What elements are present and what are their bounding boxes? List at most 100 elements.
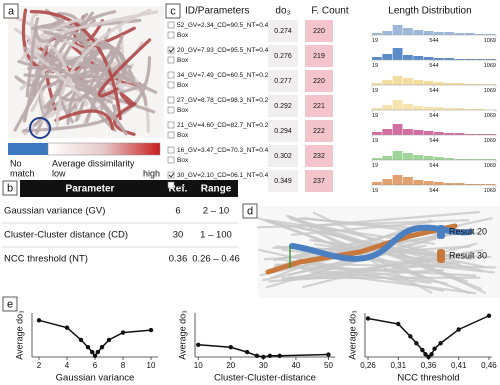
checkbox[interactable] <box>167 106 175 114</box>
results-header: Length Distribution <box>388 6 471 17</box>
histogram-bar <box>485 84 496 85</box>
histogram-tick-label: 544 <box>429 88 438 94</box>
table-header: Ref. <box>169 184 188 195</box>
histogram-bar <box>454 59 465 60</box>
checkbox[interactable] <box>167 171 175 179</box>
histogram-bar <box>444 32 455 35</box>
fiber <box>312 263 497 269</box>
point <box>228 345 234 350</box>
do3-value: 0.292 <box>274 103 292 110</box>
histogram-bar <box>413 180 424 185</box>
do3-value: 0.277 <box>274 78 292 85</box>
fiber <box>43 30 115 50</box>
checkbox[interactable] <box>167 71 175 79</box>
do3-cell <box>268 70 298 92</box>
histogram-bar <box>465 109 475 110</box>
count-cell <box>305 95 333 117</box>
y-axis-label: Average do₃ <box>347 310 357 360</box>
checkbox[interactable] <box>167 181 175 189</box>
fiber <box>119 92 135 106</box>
point <box>423 352 428 357</box>
table-cell: 30 <box>173 230 184 241</box>
histogram-tick-label: 19 <box>372 163 378 169</box>
histogram-bar <box>392 76 403 85</box>
panel-label: e <box>7 298 13 310</box>
histogram-bar <box>382 80 393 85</box>
legend-label: Result 20 <box>449 226 487 236</box>
x-tick-label: 50 <box>324 361 333 370</box>
checkbox[interactable] <box>167 156 175 164</box>
fiber <box>66 87 114 125</box>
point <box>106 337 112 343</box>
histogram-bar <box>465 84 475 85</box>
checkbox[interactable] <box>167 81 175 89</box>
histogram-bar <box>403 129 413 135</box>
checkbox[interactable] <box>167 121 175 129</box>
checkbox[interactable] <box>167 96 175 104</box>
point <box>99 345 105 350</box>
checkbox[interactable] <box>167 46 175 54</box>
histogram-bar <box>403 104 413 110</box>
do3-cell <box>268 120 298 142</box>
histogram-bar <box>475 84 486 85</box>
checkbox[interactable] <box>167 21 175 29</box>
checkbox[interactable] <box>167 146 175 154</box>
histogram-bar <box>434 58 444 60</box>
point <box>438 341 443 346</box>
histogram-bar <box>444 83 455 85</box>
legend-swatch <box>437 225 445 239</box>
x-tick-label: 4 <box>65 361 70 370</box>
histogram-bar <box>372 158 382 160</box>
histogram-bar <box>444 58 455 60</box>
table-cell: 6 <box>175 206 180 217</box>
point <box>432 346 437 351</box>
count-cell <box>305 45 333 67</box>
histogram-tick-label: 544 <box>429 188 438 194</box>
result-id: 52_GV=2.34_CD=90.5_NT=0.424 <box>177 22 276 29</box>
panel-label: d <box>247 205 253 217</box>
count-cell <box>305 145 333 167</box>
fiber <box>23 8 97 79</box>
histogram-bar <box>454 83 465 85</box>
point <box>420 347 425 353</box>
fiber <box>263 245 472 261</box>
colorbar-label: No <box>10 158 22 168</box>
panel-label-box <box>242 203 258 219</box>
histogram-bar <box>423 156 434 160</box>
checkbox[interactable] <box>167 56 175 64</box>
histogram-bar <box>465 184 475 185</box>
x-tick-label: 10 <box>194 361 203 370</box>
histogram-bar <box>444 108 455 110</box>
checkbox[interactable] <box>167 31 175 39</box>
fiber <box>55 8 152 127</box>
do3-value: 0.276 <box>274 53 292 60</box>
fiber <box>312 223 436 255</box>
table-header: Range <box>201 184 232 195</box>
histogram-bar <box>454 33 465 35</box>
result-id: 16_GV=3.47_CD=70.3_NT=0.447 <box>177 147 276 154</box>
point <box>92 353 98 358</box>
table-cell: NCC threshold (NT) <box>4 254 88 265</box>
histogram-bar <box>413 130 424 135</box>
do3-cell <box>268 20 298 42</box>
point <box>148 327 154 333</box>
count-value: 222 <box>313 128 325 135</box>
colorbar-no-match <box>8 143 48 155</box>
histogram-bar <box>423 107 434 110</box>
histogram-bar <box>403 28 413 35</box>
checkbox[interactable] <box>167 131 175 139</box>
point <box>78 337 84 343</box>
point <box>277 353 282 358</box>
histogram-bar <box>434 182 444 185</box>
do3-cell <box>268 95 298 117</box>
histogram-tick-label: 1069 <box>484 38 496 44</box>
checkmark <box>168 172 175 178</box>
fiber <box>25 17 40 98</box>
histogram-bar <box>372 57 382 60</box>
point <box>267 353 273 358</box>
histogram-bar <box>382 179 393 185</box>
histogram-tick-label: 19 <box>372 138 378 144</box>
histogram-bar <box>444 183 455 185</box>
x-tick-label: 6 <box>93 361 98 370</box>
histogram-bar <box>392 100 403 110</box>
